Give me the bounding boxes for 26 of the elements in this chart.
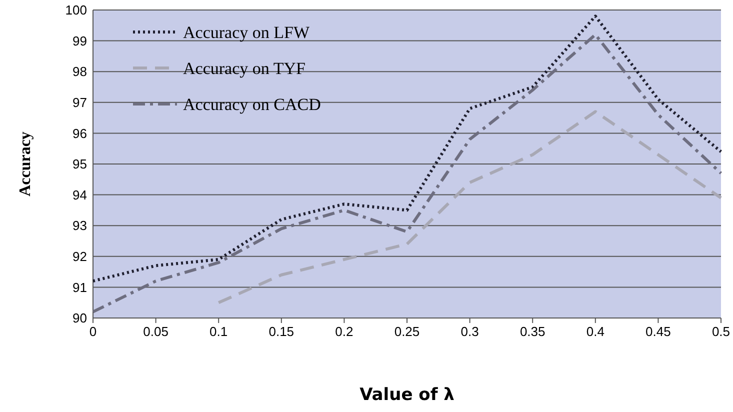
y-tick-label: 97: [72, 94, 87, 110]
x-tick-label: 0.3: [460, 324, 479, 339]
x-tick-label: 0.15: [268, 324, 294, 339]
y-tick-label: 92: [72, 248, 87, 264]
y-tick-label: 95: [72, 156, 87, 172]
y-tick-label: 99: [72, 33, 87, 48]
x-axis-title: Value of λ: [360, 385, 455, 405]
y-axis-title: Accuracy: [17, 132, 34, 196]
x-tick-label: 0: [89, 324, 97, 339]
x-tick-label: 0.4: [586, 324, 604, 339]
y-tick-label: 91: [72, 280, 87, 295]
y-tick-label: 94: [72, 187, 87, 202]
line-series: [92, 14, 722, 283]
y-tick-label: 90: [72, 310, 87, 326]
x-tick-label: 0.5: [712, 324, 730, 339]
x-tick-label: 0.2: [335, 324, 354, 339]
x-tick-label: 0.05: [143, 324, 168, 339]
y-tick-label: 96: [72, 126, 87, 141]
y-tick-label: 98: [72, 64, 87, 80]
x-tick-label: 0.1: [210, 324, 228, 339]
y-tick-label: 93: [72, 218, 87, 234]
x-tick-label: 0.45: [646, 324, 671, 339]
y-tick-label: 100: [65, 2, 87, 18]
legend-label: Accuracy on LFW: [183, 22, 310, 42]
x-tick-label: 0.35: [520, 324, 546, 339]
x-tick-label: 0.25: [394, 324, 420, 339]
